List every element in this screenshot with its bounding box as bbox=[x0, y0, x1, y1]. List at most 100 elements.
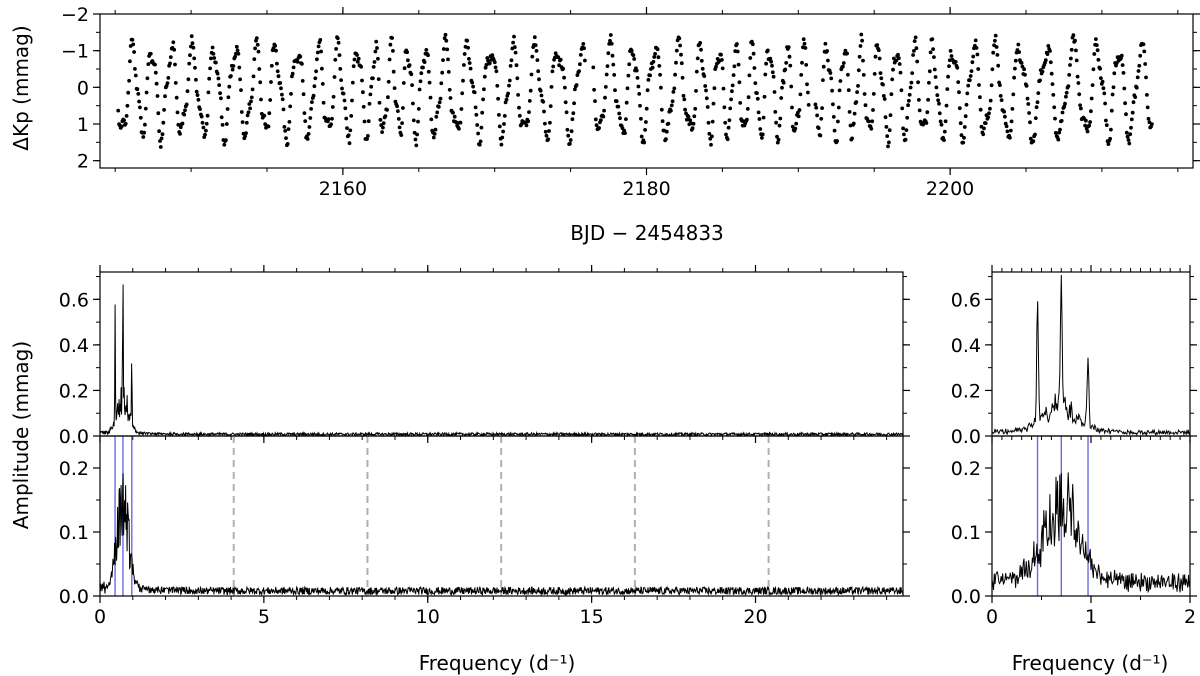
light-curve-point bbox=[401, 81, 406, 85]
light-curve-point bbox=[1028, 120, 1032, 125]
light-curve-point bbox=[451, 110, 455, 115]
light-curve-point bbox=[998, 94, 1003, 98]
light-curve-point bbox=[800, 60, 804, 65]
light-curve-point bbox=[818, 133, 823, 138]
light-curve-point bbox=[671, 90, 676, 94]
light-curve-point bbox=[306, 132, 311, 136]
light-curve-point bbox=[660, 119, 665, 123]
light-curve-point bbox=[852, 111, 857, 116]
light-curve-point bbox=[858, 44, 863, 48]
light-curve-point bbox=[816, 126, 821, 130]
light-curve-point bbox=[211, 52, 216, 56]
light-curve-point bbox=[533, 43, 538, 48]
light-curve-point bbox=[366, 119, 371, 124]
light-curve-point bbox=[1100, 79, 1105, 84]
light-curve-point bbox=[770, 63, 774, 68]
light-curve-point bbox=[876, 48, 881, 53]
light-curve-point bbox=[460, 91, 465, 96]
light-curve-x-tick-label: 2180 bbox=[622, 178, 670, 200]
light-curve-point bbox=[591, 65, 596, 70]
light-curve-point bbox=[143, 122, 147, 127]
light-curve-point bbox=[793, 126, 798, 131]
light-curve-point bbox=[674, 48, 679, 53]
light-curve-point bbox=[1108, 136, 1112, 141]
light-curve-point bbox=[262, 113, 267, 118]
light-curve-point bbox=[788, 63, 793, 68]
light-curve-point bbox=[1066, 84, 1071, 88]
light-curve-point bbox=[1084, 118, 1088, 123]
light-curve-point bbox=[337, 53, 342, 57]
light-curve-point bbox=[642, 140, 647, 145]
light-curve-point bbox=[1035, 100, 1040, 105]
light-curve-point bbox=[222, 142, 227, 147]
light-curve-point bbox=[1104, 118, 1108, 123]
light-curve-point bbox=[315, 57, 319, 62]
light-curve-point bbox=[907, 92, 912, 97]
light-curve-point bbox=[233, 54, 238, 59]
light-curve-point bbox=[679, 61, 684, 66]
light-curve-point bbox=[611, 62, 616, 67]
light-curve-point bbox=[276, 74, 281, 79]
light-curve-point bbox=[757, 117, 762, 121]
light-curve-point bbox=[821, 78, 825, 82]
spectrum-zoom-prewhitened-y-tick-label: 0.0 bbox=[951, 586, 981, 608]
light-curve-point bbox=[255, 42, 260, 47]
light-curve-y-label: ΔKp (mmag) bbox=[9, 25, 33, 150]
light-curve-point bbox=[570, 117, 575, 122]
light-curve-point bbox=[161, 120, 166, 125]
light-curve-point bbox=[1143, 62, 1148, 66]
light-curve-point bbox=[705, 105, 710, 109]
light-curve-point bbox=[546, 137, 551, 142]
light-curve-point bbox=[497, 113, 501, 117]
light-curve-point bbox=[204, 121, 209, 126]
light-curve-point bbox=[1071, 33, 1076, 38]
light-curve-point bbox=[617, 111, 622, 116]
light-curve-point bbox=[1125, 134, 1130, 139]
light-curve-point bbox=[597, 126, 601, 130]
light-curve-point bbox=[287, 120, 292, 124]
light-curve-point bbox=[712, 86, 717, 91]
light-curve-point bbox=[729, 97, 733, 102]
light-curve-point bbox=[551, 64, 556, 69]
light-curve-point bbox=[383, 114, 388, 118]
light-curve-point bbox=[253, 46, 257, 51]
light-curve-point bbox=[556, 55, 561, 60]
light-curve-point bbox=[1016, 42, 1021, 47]
light-curve-point bbox=[603, 85, 608, 89]
light-curve-point bbox=[142, 130, 147, 135]
light-curve-point bbox=[274, 48, 278, 53]
light-curve-point bbox=[320, 66, 324, 71]
light-curve-point bbox=[1106, 142, 1111, 147]
light-curve-point bbox=[626, 73, 631, 78]
light-curve-point bbox=[1123, 101, 1127, 106]
light-curve-point bbox=[239, 110, 244, 114]
light-curve-point bbox=[983, 121, 988, 126]
light-curve-point bbox=[623, 131, 627, 136]
light-curve-point bbox=[310, 100, 314, 104]
light-curve-point bbox=[855, 90, 859, 94]
light-curve-point bbox=[889, 92, 894, 97]
light-curve-point bbox=[610, 53, 615, 58]
light-curve-point bbox=[1036, 91, 1041, 95]
light-curve-point bbox=[376, 77, 381, 81]
light-curve-y-tick-label: 2 bbox=[77, 151, 89, 173]
light-curve-point bbox=[278, 81, 283, 85]
light-curve-point bbox=[237, 65, 242, 70]
light-curve-point bbox=[775, 134, 779, 139]
light-curve-point bbox=[418, 79, 423, 84]
light-curve-point bbox=[300, 62, 304, 66]
light-curve-point bbox=[916, 80, 920, 85]
light-curve-point bbox=[499, 142, 504, 147]
light-curve-point bbox=[692, 114, 697, 119]
light-curve-point bbox=[862, 92, 867, 96]
light-curve-point bbox=[730, 83, 735, 88]
light-curve-point bbox=[569, 129, 574, 134]
light-curve-point bbox=[989, 83, 994, 88]
light-curve-point bbox=[465, 38, 470, 43]
light-curve-point bbox=[1137, 63, 1142, 68]
light-curve-point bbox=[1091, 67, 1096, 72]
light-curve-point bbox=[367, 101, 372, 106]
light-curve-point bbox=[977, 83, 981, 87]
light-curve-point bbox=[993, 33, 998, 38]
light-curve-point bbox=[1058, 127, 1062, 132]
